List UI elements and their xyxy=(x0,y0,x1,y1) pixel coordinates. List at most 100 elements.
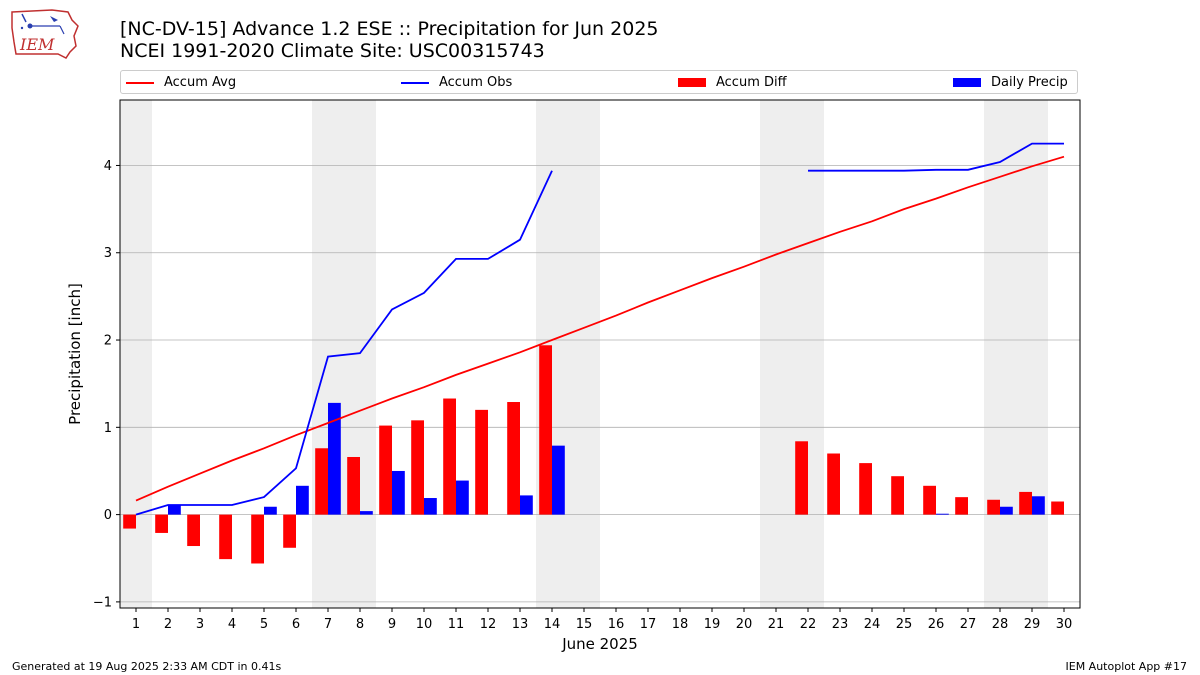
xtick-label-26: 26 xyxy=(928,617,945,632)
xtick-label-2: 2 xyxy=(164,617,172,632)
x-axis-label: June 2025 xyxy=(561,635,638,653)
chart-title: [NC-DV-15] Advance 1.2 ESE :: Precipitat… xyxy=(120,18,659,62)
xtick-label-24: 24 xyxy=(864,617,881,632)
accum-diff-bar-day-8 xyxy=(347,456,360,515)
accum-diff-bar-day-3 xyxy=(187,514,200,547)
ytick-label-3: 3 xyxy=(104,246,112,261)
xtick-label-6: 6 xyxy=(292,617,300,632)
xtick-label-12: 12 xyxy=(480,617,497,632)
xtick-label-10: 10 xyxy=(416,617,433,632)
xtick-label-28: 28 xyxy=(992,617,1009,632)
xtick-label-27: 27 xyxy=(960,617,977,632)
accum-diff-bar-day-11 xyxy=(443,398,456,515)
ytick-label--1: −1 xyxy=(93,595,112,610)
legend-label-daily-precip: Daily Precip xyxy=(991,75,1068,90)
daily-precip-bar-day-8 xyxy=(360,511,373,515)
legend-swatch-accum-avg xyxy=(126,81,154,84)
daily-precip-bar-day-6 xyxy=(296,485,309,515)
logo-text: IEM xyxy=(19,35,55,54)
ytick-label-4: 4 xyxy=(104,159,112,174)
legend-label-accum-avg: Accum Avg xyxy=(164,75,237,90)
legend-item-accum-obs: Accum Obs xyxy=(401,74,512,91)
legend-item-accum-avg: Accum Avg xyxy=(126,74,236,91)
accum-diff-bar-day-1 xyxy=(123,514,136,529)
accum-avg-line-segment-1 xyxy=(135,155,1065,502)
weekend-shade-day-21 xyxy=(760,100,792,608)
daily-precip-bar-day-11 xyxy=(456,480,469,515)
accum-diff-bar-day-10 xyxy=(411,420,424,515)
weekend-shade-day-1 xyxy=(120,100,152,608)
ytick-label-2: 2 xyxy=(104,334,112,349)
accum-diff-bar-day-14 xyxy=(539,345,552,515)
daily-precip-bar-day-7 xyxy=(328,402,341,515)
accum-diff-bar-day-27 xyxy=(955,497,968,515)
accum-obs-line-segment-2 xyxy=(808,142,1064,172)
iem-logo[interactable]: IEM xyxy=(8,6,80,60)
weekend-shade-day-15 xyxy=(568,100,600,608)
ytick-label-1: 1 xyxy=(104,421,112,436)
xtick-label-19: 19 xyxy=(704,617,721,632)
accum-diff-bar-day-9 xyxy=(379,425,392,515)
accum-diff-bar-day-25 xyxy=(891,476,904,515)
accum-diff-bar-day-30 xyxy=(1051,501,1064,515)
accum-diff-bar-day-12 xyxy=(475,409,488,515)
accum-diff-bar-day-29 xyxy=(1019,491,1032,515)
chart-legend: Accum Avg Accum Obs Accum Diff Daily Pre… xyxy=(120,70,1078,94)
xtick-label-23: 23 xyxy=(832,617,849,632)
weekend-shade-day-22 xyxy=(792,100,824,608)
xtick-label-18: 18 xyxy=(672,617,689,632)
xtick-label-30: 30 xyxy=(1056,617,1073,632)
xtick-label-13: 13 xyxy=(512,617,529,632)
accum-diff-bar-day-22 xyxy=(795,441,808,515)
daily-precip-bar-day-2 xyxy=(168,505,181,515)
accum-diff-bar-day-2 xyxy=(155,514,168,533)
legend-swatch-accum-diff xyxy=(678,78,706,87)
accum-diff-bar-day-7 xyxy=(315,448,328,515)
xtick-label-20: 20 xyxy=(736,617,753,632)
legend-item-daily-precip: Daily Precip xyxy=(953,74,1068,91)
accum-diff-bar-day-26 xyxy=(923,485,936,515)
accum-diff-bar-day-13 xyxy=(507,402,520,515)
xtick-label-29: 29 xyxy=(1024,617,1041,632)
accum-diff-bar-day-5 xyxy=(251,514,264,564)
accum-diff-bar-day-24 xyxy=(859,463,872,515)
daily-precip-bar-day-10 xyxy=(424,498,437,515)
daily-precip-bar-day-26 xyxy=(936,513,949,515)
xtick-label-7: 7 xyxy=(324,617,332,632)
accum-diff-bar-day-23 xyxy=(827,453,840,515)
legend-swatch-daily-precip xyxy=(953,78,981,87)
xtick-label-21: 21 xyxy=(768,617,785,632)
xtick-label-17: 17 xyxy=(640,617,657,632)
generated-note: Generated at 19 Aug 2025 2:33 AM CDT in … xyxy=(12,660,282,673)
xtick-label-1: 1 xyxy=(132,617,140,632)
xtick-label-9: 9 xyxy=(388,617,396,632)
daily-precip-bar-day-29 xyxy=(1032,496,1045,515)
weekend-shade-day-29 xyxy=(1016,100,1048,608)
plot-frame xyxy=(119,99,1081,609)
daily-precip-bar-day-14 xyxy=(552,445,565,515)
accum-diff-bar-day-4 xyxy=(219,514,232,560)
xtick-label-8: 8 xyxy=(356,617,364,632)
title-line-1: [NC-DV-15] Advance 1.2 ESE :: Precipitat… xyxy=(120,18,659,40)
weekend-shade-day-28 xyxy=(984,100,1016,608)
daily-precip-bar-day-5 xyxy=(264,506,277,515)
daily-precip-bar-day-28 xyxy=(1000,506,1013,515)
daily-precip-bar-day-9 xyxy=(392,470,405,515)
xtick-label-15: 15 xyxy=(576,617,593,632)
xtick-label-5: 5 xyxy=(260,617,268,632)
xtick-label-4: 4 xyxy=(228,617,236,632)
xtick-label-11: 11 xyxy=(448,617,465,632)
legend-label-accum-diff: Accum Diff xyxy=(716,75,787,90)
daily-precip-bar-day-13 xyxy=(520,495,533,515)
xtick-label-3: 3 xyxy=(196,617,204,632)
title-line-2: NCEI 1991-2020 Climate Site: USC00315743 xyxy=(120,40,545,62)
xtick-label-16: 16 xyxy=(608,617,625,632)
legend-item-accum-diff: Accum Diff xyxy=(678,74,787,91)
y-axis-label: Precipitation [inch] xyxy=(66,283,84,425)
weekend-shade-day-7 xyxy=(312,100,344,608)
accum-diff-bar-day-28 xyxy=(987,499,1000,515)
accum-diff-bar-day-6 xyxy=(283,514,296,548)
legend-label-accum-obs: Accum Obs xyxy=(439,75,513,90)
accum-obs-line-segment-1 xyxy=(135,170,553,516)
